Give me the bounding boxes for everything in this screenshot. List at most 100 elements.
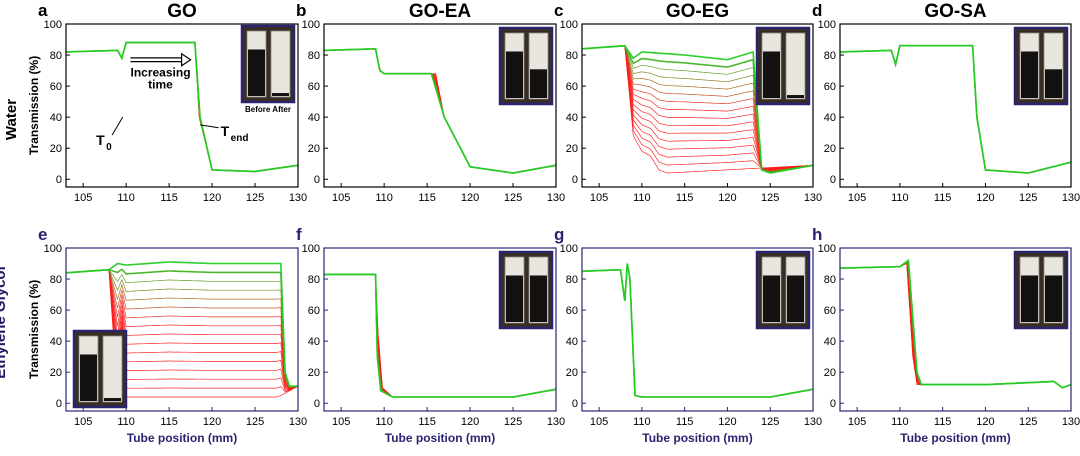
y-tick-label: 40	[824, 112, 836, 124]
curve-group	[66, 41, 299, 173]
curve-tend	[582, 263, 814, 398]
panel-e: e 105 110 115 120 125 130 0 20 40 60 80 100 Transmiss…	[27, 225, 307, 445]
x-tick-label: 130	[547, 192, 565, 204]
x-tick-label: 105	[74, 192, 92, 204]
panel-letter: a	[38, 1, 48, 20]
y-tick-label: 20	[566, 367, 578, 379]
x-tick-label: 125	[761, 192, 779, 204]
axes-frame	[581, 23, 814, 188]
time-arrow-head	[180, 52, 192, 67]
y-tick-label: 100	[44, 243, 62, 255]
y-tick-label: 60	[308, 81, 320, 93]
x-tick-label: 120	[718, 416, 736, 428]
panel-letter: g	[554, 225, 564, 244]
y-tick-label: 20	[566, 143, 578, 155]
y-tick-label: 100	[302, 19, 320, 31]
x-tick-label: 105	[74, 416, 92, 428]
panel-title: GO-EA	[409, 1, 472, 22]
y-tick-label: 60	[824, 81, 836, 93]
y-tick-label: 80	[50, 50, 62, 62]
y-tick-label: 20	[308, 367, 320, 379]
curve-group	[324, 273, 557, 398]
panel-b: b GO-EA 105 110 115 120 125 130 0 20 40 60 80 100	[296, 1, 565, 204]
y-tick-label: 40	[566, 112, 578, 124]
x-tick-label: 105	[848, 192, 866, 204]
x-tick-label: 125	[504, 416, 522, 428]
vial-liquid	[104, 398, 121, 401]
curve-group	[840, 44, 1072, 174]
y-tick-label: 0	[56, 398, 62, 410]
vial-inset	[72, 329, 128, 409]
annotation-tend-sub: end	[231, 133, 249, 144]
vial-liquid	[763, 51, 780, 98]
x-tick-label: 120	[976, 192, 994, 204]
vial	[785, 32, 806, 100]
vial	[102, 335, 123, 403]
vial	[270, 30, 291, 98]
x-tick-label: 125	[246, 416, 264, 428]
y-tick-label: 60	[308, 305, 320, 317]
y-tick-label: 100	[560, 243, 578, 255]
y-tick-label: 0	[830, 174, 836, 186]
vial-liquid	[248, 49, 265, 96]
x-tick-label: 110	[375, 416, 393, 428]
x-tick-label: 110	[117, 192, 135, 204]
axes-frame	[839, 247, 1072, 412]
x-tick-label: 125	[1019, 192, 1037, 204]
x-axis-label: Tube position (mm)	[127, 431, 237, 445]
y-axis-label: Transmission (%)	[27, 280, 41, 379]
axes-frame	[839, 23, 1072, 188]
x-tick-label: 130	[804, 192, 822, 204]
axes-frame	[323, 247, 557, 412]
curve-tend	[324, 47, 557, 174]
panel-letter: f	[296, 225, 302, 244]
x-tick-label: 115	[676, 192, 694, 204]
x-tick-label: 120	[461, 192, 479, 204]
x-tick-label: 130	[547, 416, 565, 428]
y-tick-label: 20	[50, 143, 62, 155]
x-tick-label: 115	[418, 416, 436, 428]
axes-frame	[581, 247, 814, 412]
y-tick-label: 20	[824, 143, 836, 155]
curve-group	[324, 47, 557, 174]
vial-liquid	[1021, 51, 1038, 98]
vial-liquid	[272, 93, 289, 96]
x-axis-label: Tube position (mm)	[385, 431, 495, 445]
panel-title: GO-SA	[924, 1, 987, 22]
vial-liquid	[80, 354, 97, 401]
x-tick-label: 115	[934, 416, 952, 428]
x-tick-label: 130	[289, 416, 307, 428]
panel-title: GO	[167, 1, 197, 22]
x-tick-label: 130	[1062, 416, 1080, 428]
panel-letter: c	[554, 1, 563, 20]
y-tick-label: 60	[50, 305, 62, 317]
y-tick-label: 80	[824, 274, 836, 286]
x-tick-label: 130	[1062, 192, 1080, 204]
x-tick-label: 130	[804, 416, 822, 428]
x-tick-label: 120	[461, 416, 479, 428]
y-tick-label: 0	[572, 398, 578, 410]
row-label-ethylene-glycol: Ethylene Glycol	[0, 266, 9, 379]
y-tick-label: 100	[818, 243, 836, 255]
y-tick-label: 100	[44, 19, 62, 31]
vial-liquid	[506, 51, 523, 98]
y-tick-label: 60	[824, 305, 836, 317]
panel-h: h 105 110 115 120 125 130 0 20 40 60 80 100 Tube posi…	[812, 225, 1080, 445]
annotation-t0: T	[96, 132, 105, 148]
vial-liquid	[1045, 275, 1062, 322]
x-axis-label: Tube position (mm)	[642, 431, 752, 445]
x-tick-label: 125	[761, 416, 779, 428]
x-axis-label: Tube position (mm)	[900, 431, 1010, 445]
curve-tend	[840, 258, 1072, 389]
vial-inset	[755, 250, 811, 330]
x-tick-label: 115	[160, 416, 178, 428]
y-tick-label: 80	[566, 50, 578, 62]
y-tick-label: 0	[314, 174, 320, 186]
vial-inset	[755, 26, 811, 106]
y-tick-label: 0	[572, 174, 578, 186]
x-tick-label: 105	[590, 192, 608, 204]
x-tick-label: 110	[891, 416, 909, 428]
y-tick-label: 40	[50, 336, 62, 348]
panel-f: f 105 110 115 120 125 130 0 20 40 60 80 100 Tube posi…	[296, 225, 565, 445]
